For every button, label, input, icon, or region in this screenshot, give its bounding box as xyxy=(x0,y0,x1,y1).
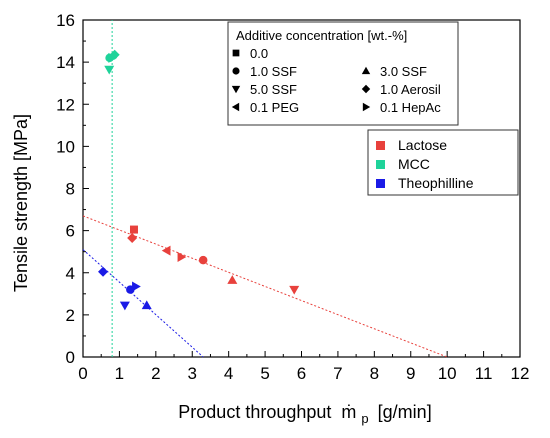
data-point-mcc xyxy=(109,49,120,60)
data-point-lactose xyxy=(198,255,208,265)
data-point-lactose xyxy=(227,275,238,284)
trendline-theophilline xyxy=(82,249,204,358)
legend-marker-triangle-down xyxy=(231,85,241,94)
series-legend-swatch xyxy=(376,160,385,169)
legend-marker-diamond xyxy=(361,84,371,94)
series-legend-label: MCC xyxy=(398,156,430,172)
legend-marker-triangle-left xyxy=(231,102,240,112)
y-tick-label: 0 xyxy=(66,348,75,367)
marker-legend-label: 0.0 xyxy=(250,46,268,61)
data-points xyxy=(98,49,300,311)
data-point-theophilline xyxy=(132,281,141,292)
x-tick-label: 9 xyxy=(406,364,415,383)
legend-marker-square xyxy=(232,49,240,57)
x-tick-label: 1 xyxy=(115,364,124,383)
marker-legend-label: 0.1 HepAc xyxy=(380,100,441,115)
y-axis-title: Tensile strength [MPa] xyxy=(11,114,31,292)
x-tick-label: 7 xyxy=(333,364,342,383)
series-legend-label: Theophilline xyxy=(398,175,474,191)
marker-legend-label: 3.0 SSF xyxy=(380,64,427,79)
y-tick-label: 12 xyxy=(56,95,75,114)
y-tick-label: 8 xyxy=(66,180,75,199)
series-legend-box xyxy=(367,129,519,196)
x-tick-label: 6 xyxy=(297,364,306,383)
legend-marker-circle xyxy=(232,67,240,75)
data-point-lactose xyxy=(161,245,171,256)
legend-marker-triangle-up xyxy=(361,66,371,75)
x-tick-label: 0 xyxy=(78,364,87,383)
y-tick-label: 4 xyxy=(66,264,75,283)
x-axis-title-label: Product throughput xyxy=(178,402,331,422)
data-point-mcc xyxy=(104,65,115,75)
x-axis-title-unit: [g/min] xyxy=(378,402,432,422)
marker-legend-title: Additive concentration [wt.-%] xyxy=(236,28,407,43)
x-tick-label: 5 xyxy=(260,364,269,383)
marker-legend-label: 0.1 PEG xyxy=(250,100,299,115)
y-tick-label: 6 xyxy=(66,222,75,241)
data-point-theophilline xyxy=(119,301,130,311)
x-tick-label: 3 xyxy=(188,364,197,383)
x-axis-title-subscript: p xyxy=(361,411,368,426)
x-tick-label: 8 xyxy=(370,364,379,383)
x-tick-label: 2 xyxy=(151,364,160,383)
legend-marker-triangle-right xyxy=(362,102,371,112)
trendline-lactose xyxy=(82,215,448,358)
data-point-lactose xyxy=(127,232,138,243)
series-legend-swatch xyxy=(376,179,385,188)
y-tick-label: 2 xyxy=(66,306,75,325)
marker-legend-label: 1.0 Aerosil xyxy=(380,82,441,97)
x-axis-title: Product throughput ṁ p [g/min] xyxy=(178,402,431,427)
trendlines xyxy=(82,20,448,358)
x-tick-label: 4 xyxy=(224,364,233,383)
marker-legend-box xyxy=(227,21,459,126)
x-tick-label: 12 xyxy=(511,364,530,383)
data-point-lactose xyxy=(177,251,187,262)
x-tick-label: 11 xyxy=(475,364,493,383)
x-tick-label: 10 xyxy=(438,364,457,383)
data-point-theophilline xyxy=(98,266,109,277)
marker-legend: Additive concentration [wt.-%] 0.0 1.0 SS… xyxy=(227,21,459,126)
series-legend-swatch xyxy=(376,141,385,150)
data-point-lactose xyxy=(289,285,300,295)
y-tick-label: 10 xyxy=(56,137,75,156)
marker-legend-label: 5.0 SSF xyxy=(250,82,297,97)
x-axis-title-symbol: ṁ xyxy=(341,402,356,422)
data-point-theophilline xyxy=(141,300,152,310)
y-tick-label: 14 xyxy=(56,53,75,72)
series-legend-label: Lactose xyxy=(398,137,447,153)
marker-legend-label: 1.0 SSF xyxy=(250,64,297,79)
y-tick-label: 16 xyxy=(56,11,75,30)
series-legend: Lactose MCC Theophilline xyxy=(367,129,519,196)
data-point-lactose xyxy=(129,225,138,234)
